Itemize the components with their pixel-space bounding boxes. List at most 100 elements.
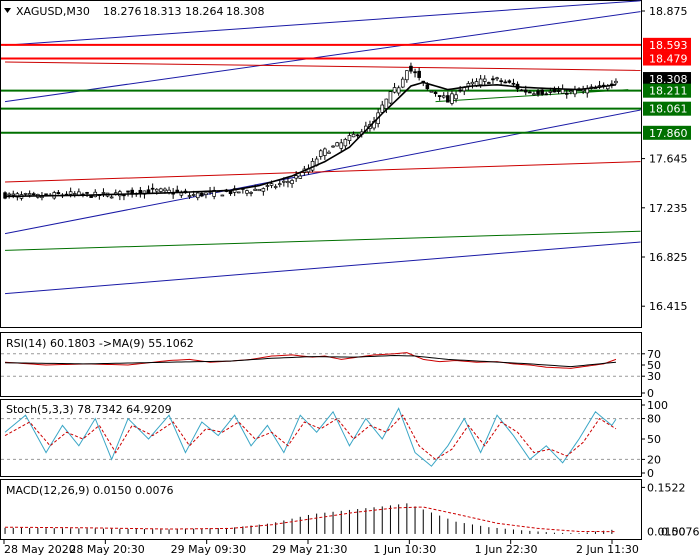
candle-body <box>179 192 184 196</box>
macd-tick-label-value: 0.0150 <box>647 526 686 539</box>
trend-line-0 <box>5 0 641 46</box>
price-tick-label: 16.415 <box>649 300 688 313</box>
level-tag-text: 18.308 <box>649 73 688 86</box>
candle-body <box>400 78 405 88</box>
candle-body <box>552 89 557 93</box>
candle-body <box>77 191 81 196</box>
candle-body <box>220 194 225 197</box>
candle-body <box>7 193 11 196</box>
candle-body <box>286 181 290 184</box>
candle-body <box>405 70 409 81</box>
level-tag-text: 18.211 <box>649 85 688 98</box>
header-close: 18.308 <box>226 5 265 18</box>
candle-body <box>396 87 401 94</box>
candle-body <box>101 192 106 194</box>
candle-body <box>495 77 499 80</box>
macd-tick-label-top: 0.1522 <box>647 481 686 494</box>
candle-body <box>392 87 397 93</box>
candle-body <box>573 89 577 95</box>
candle-body <box>277 183 282 186</box>
stoch-tick-label: 80 <box>647 413 661 426</box>
candle-body <box>519 89 524 92</box>
time-tick-label: 1 Jun 22:30 <box>475 543 538 556</box>
level-tag-18.211 <box>643 83 691 98</box>
candle-body <box>470 81 475 85</box>
candle-body <box>528 91 532 94</box>
candle-body <box>191 194 196 196</box>
candle-body <box>544 93 549 96</box>
candle-body <box>298 175 303 179</box>
price-tick-label: 17.645 <box>649 153 688 166</box>
header-high: 18.313 <box>143 5 182 18</box>
candle-body <box>44 193 48 196</box>
candle-body <box>351 133 356 138</box>
macd-label: MACD(12,26,9) 0.0150 0.0076 <box>6 484 174 497</box>
stoch-tick-label: 50 <box>647 433 661 446</box>
candle-body <box>273 186 278 188</box>
candle-body <box>491 78 495 81</box>
rsi-tick-label: 30 <box>647 370 661 383</box>
candle-body <box>441 95 446 98</box>
rsi-tick-label: 0 <box>647 387 654 400</box>
moving-average-line <box>5 81 617 198</box>
candle-body <box>425 84 430 90</box>
level-tag-18.479 <box>643 51 691 66</box>
candle-body <box>269 183 274 186</box>
rsi-ma-line <box>5 354 616 368</box>
header-symbol: XAGUSD,M30 <box>16 5 90 18</box>
candle-body <box>31 193 36 195</box>
candle-body <box>458 89 462 92</box>
candle-body <box>282 180 286 183</box>
candle-body <box>429 90 434 93</box>
candle-body <box>343 139 348 147</box>
trend-line-1 <box>4 11 641 103</box>
candle-body <box>548 91 553 93</box>
candle-body <box>126 190 130 193</box>
candle-body <box>109 196 114 199</box>
collapse-arrow-icon[interactable] <box>4 8 11 13</box>
candle-body <box>228 190 233 195</box>
candle-body <box>569 90 573 93</box>
candle-body <box>474 81 479 86</box>
candle-body <box>446 95 450 103</box>
level-tag-text: 18.593 <box>649 39 688 52</box>
candle-body <box>347 135 352 141</box>
moving-average-layer <box>5 81 617 198</box>
candle-body <box>413 71 417 74</box>
header-open: 18.276 <box>103 5 142 18</box>
stoch-main-line <box>4 407 617 467</box>
price-tick-label: 18.875 <box>649 5 688 18</box>
time-tick-label: 1 Jun 10:30 <box>373 543 436 556</box>
time-tick-label: 29 May 09:30 <box>171 543 246 556</box>
trend-line-6 <box>5 230 641 251</box>
candle-body <box>146 189 151 193</box>
level-tag-18.308 <box>643 72 691 87</box>
candle-body <box>532 93 536 96</box>
candle-body <box>154 188 159 192</box>
candle-body <box>437 95 442 97</box>
candle-body <box>454 94 458 100</box>
macd-signal-line <box>5 506 616 533</box>
candle-body <box>195 192 200 199</box>
candle-body <box>482 78 487 82</box>
stoch-tick-label: 100 <box>647 399 668 412</box>
candle-body <box>294 175 298 179</box>
candle-body <box>384 98 389 109</box>
candle-body <box>335 142 339 147</box>
candle-body <box>323 148 327 156</box>
candle-body <box>187 195 192 197</box>
candle-body <box>331 145 335 148</box>
candle-body <box>150 187 155 190</box>
level-tag-text: 18.479 <box>649 53 688 66</box>
candle-body <box>261 188 266 192</box>
candle-body <box>72 193 77 195</box>
candle-body <box>487 82 491 84</box>
price-tick-label: 17.235 <box>649 202 688 215</box>
candle-body <box>253 188 257 191</box>
level-tag-18.593 <box>643 37 691 52</box>
level-tag-text: 18.061 <box>649 103 688 116</box>
